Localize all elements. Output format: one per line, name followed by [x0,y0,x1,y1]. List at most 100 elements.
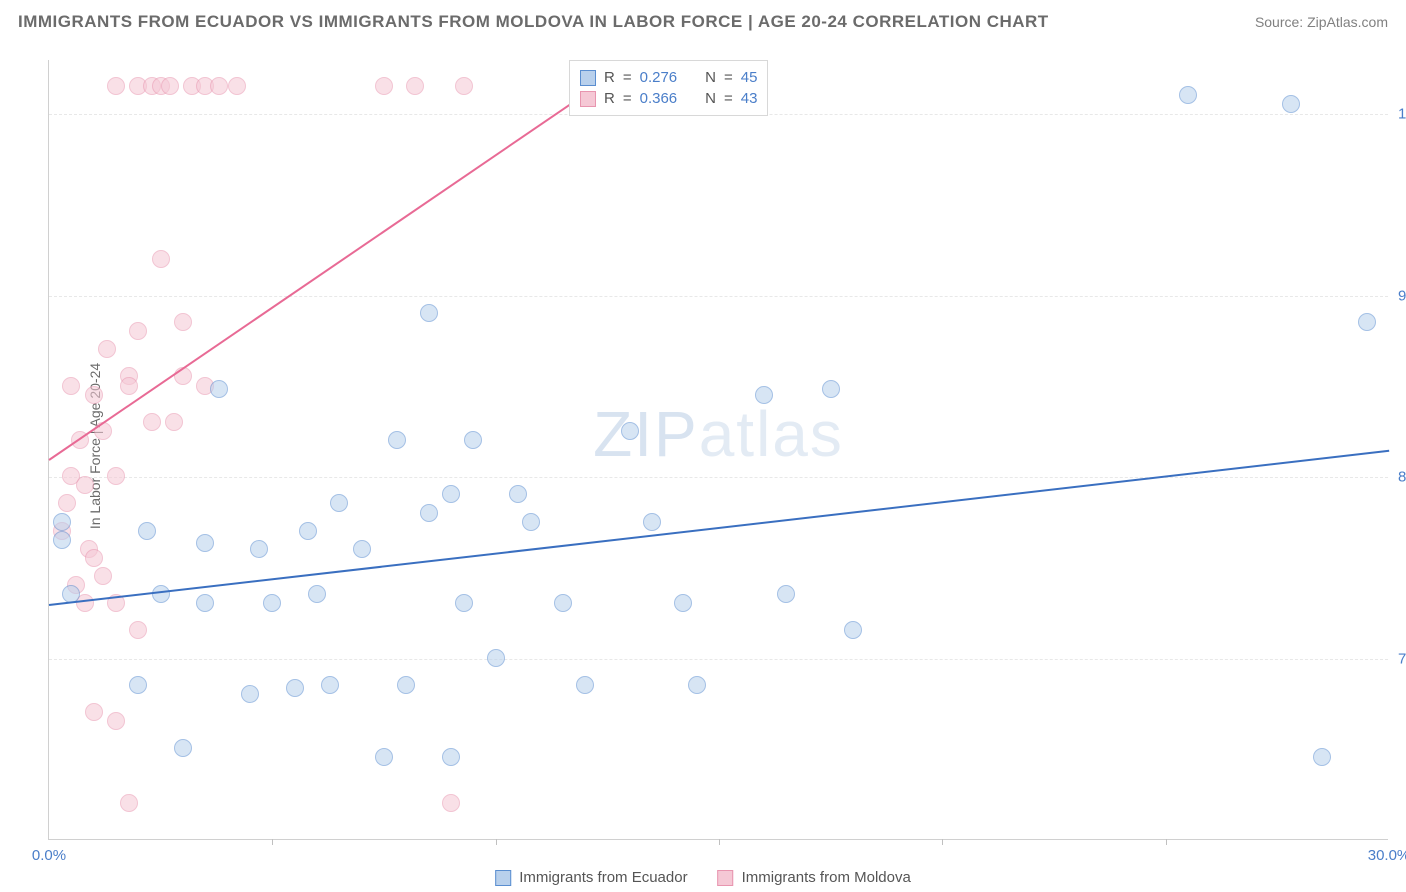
x-tickmark [719,839,720,845]
y-tick-label: 80.0% [1398,469,1406,486]
chart-header: IMMIGRANTS FROM ECUADOR VS IMMIGRANTS FR… [0,0,1406,40]
data-point-ecuador [330,494,348,512]
data-point-moldova [129,621,147,639]
data-point-ecuador [397,676,415,694]
data-point-ecuador [643,513,661,531]
gridline [49,659,1388,660]
data-point-ecuador [777,585,795,603]
data-point-ecuador [152,585,170,603]
data-point-ecuador [844,621,862,639]
data-point-ecuador [1358,313,1376,331]
y-tick-label: 100.0% [1398,106,1406,123]
chart-plot-area: ZIPatlas 70.0%80.0%90.0%100.0% 0.0%30.0%… [48,60,1388,840]
data-point-ecuador [196,534,214,552]
data-point-ecuador [210,380,228,398]
data-point-moldova [143,413,161,431]
data-point-ecuador [688,676,706,694]
stats-legend: R = 0.276 N = 45 R = 0.366 N = 43 [569,60,768,116]
data-point-ecuador [420,304,438,322]
trendline-ecuador [49,450,1389,606]
data-point-ecuador [442,748,460,766]
data-point-ecuador [286,679,304,697]
data-point-ecuador [174,739,192,757]
data-point-ecuador [509,485,527,503]
data-point-ecuador [241,685,259,703]
x-tickmark [1166,839,1167,845]
data-point-ecuador [522,513,540,531]
data-point-ecuador [455,594,473,612]
data-point-ecuador [1313,748,1331,766]
legend-swatch-icon [495,870,511,886]
source-label: Source: ZipAtlas.com [1255,14,1388,30]
data-point-ecuador [442,485,460,503]
x-tick-label: 30.0% [1368,847,1406,864]
data-point-moldova [107,77,125,95]
data-point-moldova [98,340,116,358]
data-point-moldova [120,794,138,812]
data-point-moldova [406,77,424,95]
data-point-ecuador [250,540,268,558]
legend-item-ecuador: Immigrants from Ecuador [495,869,687,886]
data-point-ecuador [138,522,156,540]
y-tick-label: 90.0% [1398,287,1406,304]
gridline [49,477,1388,478]
data-point-ecuador [674,594,692,612]
data-point-moldova [58,494,76,512]
data-point-ecuador [464,431,482,449]
data-point-moldova [129,322,147,340]
data-point-ecuador [299,522,317,540]
x-tick-label: 0.0% [32,847,66,864]
data-point-moldova [161,77,179,95]
data-point-moldova [85,703,103,721]
data-point-ecuador [388,431,406,449]
data-point-ecuador [353,540,371,558]
legend-swatch-moldova [580,91,596,107]
data-point-moldova [442,794,460,812]
data-point-moldova [85,386,103,404]
gridline [49,296,1388,297]
data-point-moldova [210,77,228,95]
data-point-ecuador [621,422,639,440]
data-point-moldova [228,77,246,95]
data-point-ecuador [576,676,594,694]
data-point-ecuador [554,594,572,612]
data-point-ecuador [1179,86,1197,104]
data-point-ecuador [420,504,438,522]
data-point-moldova [165,413,183,431]
data-point-moldova [107,712,125,730]
data-point-ecuador [755,386,773,404]
data-point-ecuador [129,676,147,694]
data-point-moldova [107,467,125,485]
trendline-moldova [48,78,607,461]
legend-row-moldova: R = 0.366 N = 43 [580,88,757,109]
data-point-ecuador [321,676,339,694]
legend-swatch-ecuador [580,70,596,86]
series-legend: Immigrants from Ecuador Immigrants from … [495,869,911,886]
data-point-moldova [152,250,170,268]
data-point-moldova [174,313,192,331]
x-tickmark [496,839,497,845]
data-point-moldova [85,549,103,567]
data-point-moldova [120,377,138,395]
chart-title: IMMIGRANTS FROM ECUADOR VS IMMIGRANTS FR… [18,12,1049,32]
legend-swatch-icon [718,870,734,886]
data-point-ecuador [487,649,505,667]
data-point-moldova [76,476,94,494]
data-point-ecuador [375,748,393,766]
data-point-ecuador [196,594,214,612]
data-point-ecuador [308,585,326,603]
data-point-moldova [375,77,393,95]
data-point-moldova [62,377,80,395]
data-point-ecuador [1282,95,1300,113]
y-tick-label: 70.0% [1398,650,1406,667]
legend-row-ecuador: R = 0.276 N = 45 [580,67,757,88]
x-tickmark [942,839,943,845]
data-point-ecuador [263,594,281,612]
data-point-ecuador [822,380,840,398]
data-point-ecuador [53,513,71,531]
x-tickmark [272,839,273,845]
data-point-moldova [94,567,112,585]
data-point-moldova [455,77,473,95]
legend-item-moldova: Immigrants from Moldova [718,869,911,886]
data-point-ecuador [53,531,71,549]
